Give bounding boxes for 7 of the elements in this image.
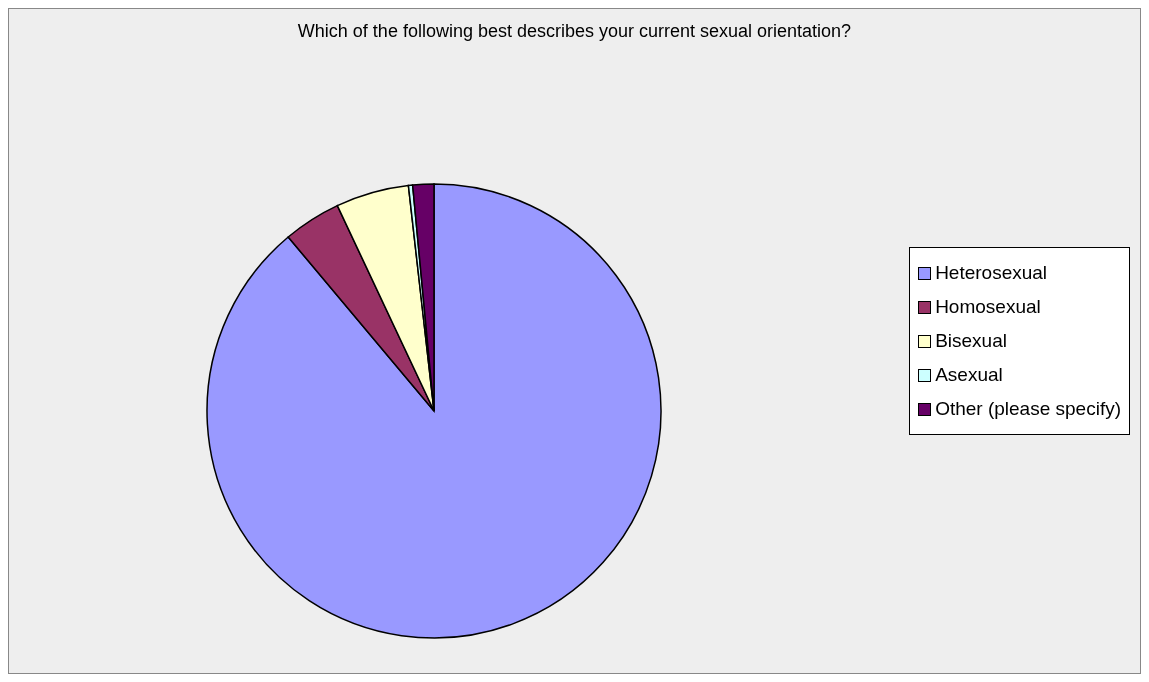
legend-label: Homosexual [935, 295, 1041, 319]
legend-label: Other (please specify) [935, 397, 1121, 421]
legend-label: Heterosexual [935, 261, 1048, 285]
legend-label: Asexual [935, 363, 1003, 387]
pie-slice [206, 183, 662, 639]
legend-label: Bisexual [935, 329, 1007, 353]
chart-title: Which of the following best describes your current sexual orientation? [296, 21, 853, 42]
